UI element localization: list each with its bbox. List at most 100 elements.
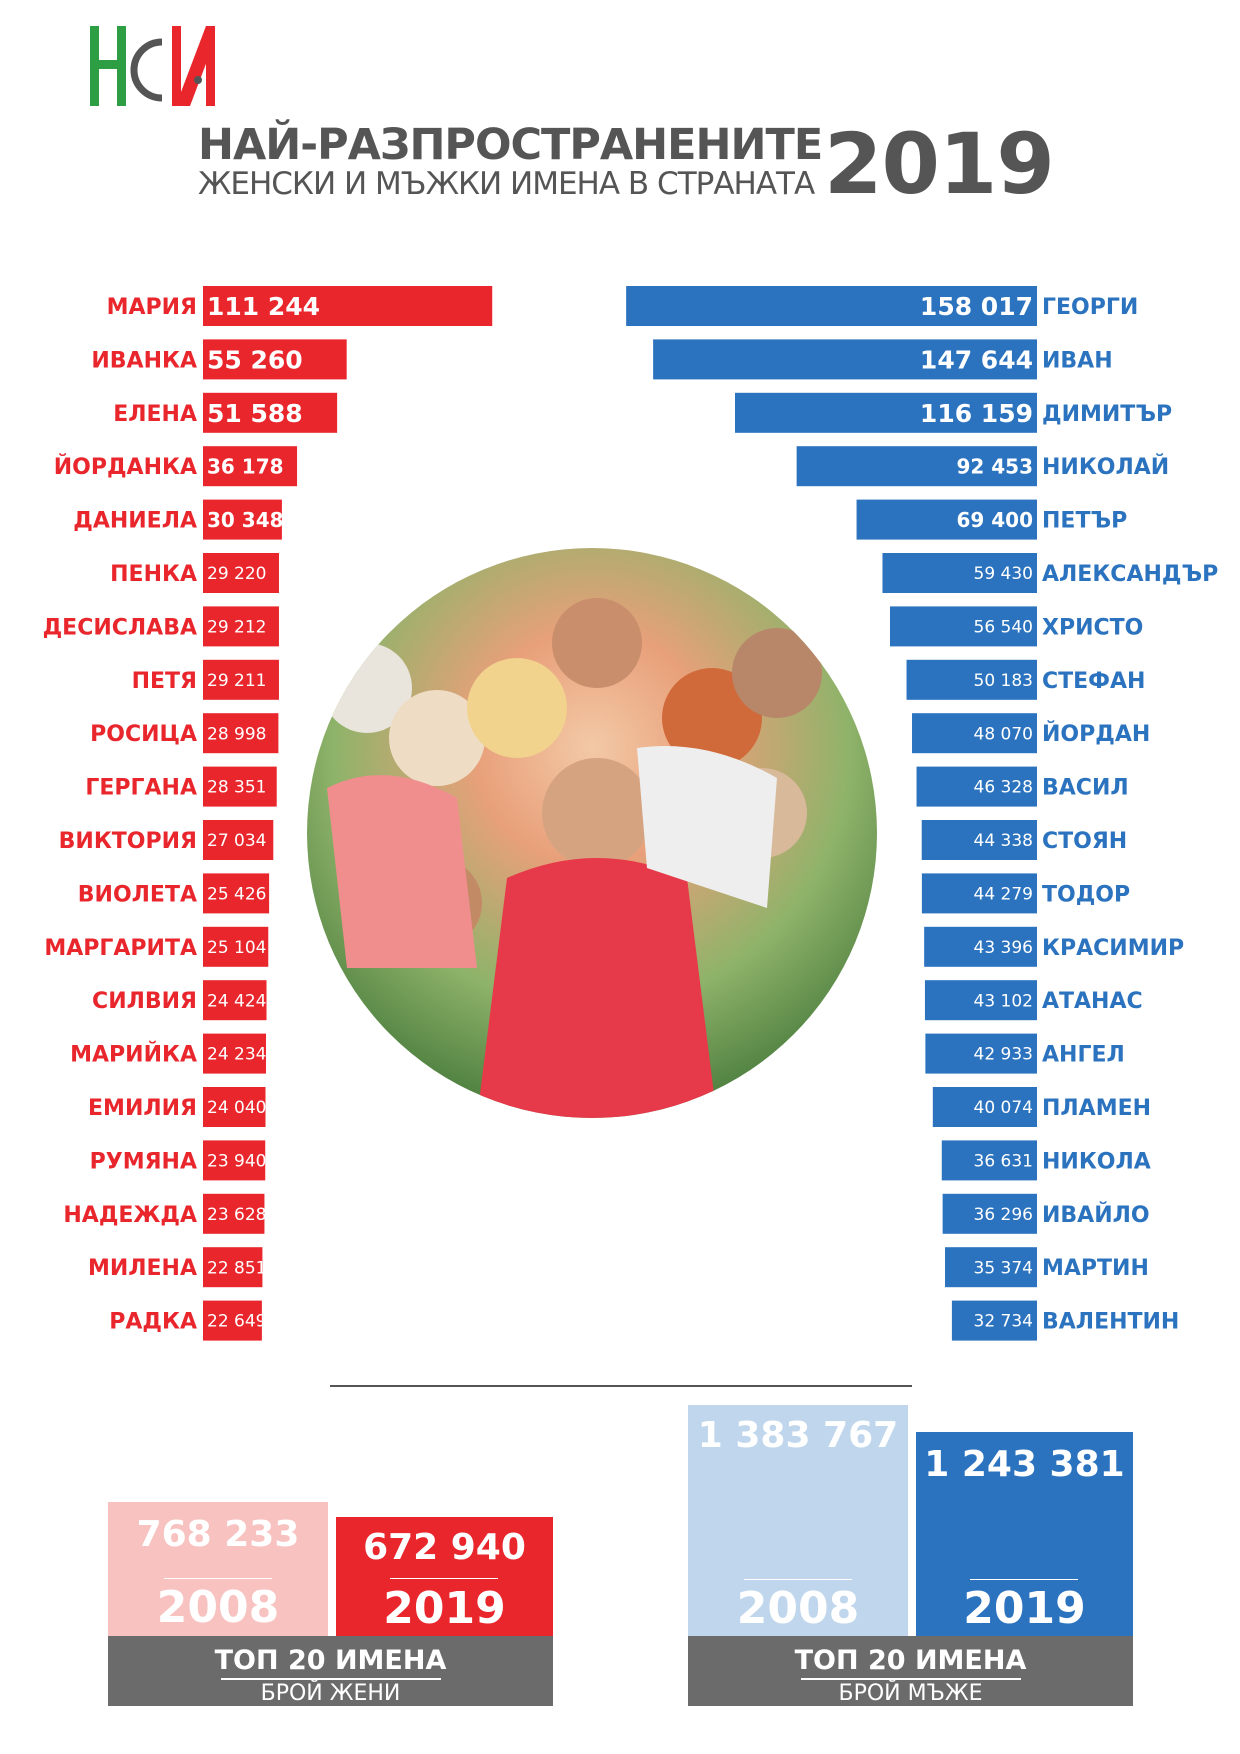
male-total-2008-year: 2008 (736, 1583, 860, 1634)
female-bar (203, 980, 267, 1021)
female-name-label: ЕЛЕНА (113, 402, 197, 427)
female-bar-value: 29 211 (207, 671, 266, 691)
male-name-label: ИВАЙЛО (1042, 1202, 1150, 1228)
male-bar (916, 766, 1037, 807)
male-bar-value: 50 183 (974, 671, 1033, 691)
male-total-2019-year: 2019 (963, 1583, 1086, 1634)
male-bar (796, 446, 1037, 487)
male-total-2008-value: 1 383 767 (697, 1415, 899, 1456)
male-footer-subtitle: БРОЙ МЪЖЕ (838, 1681, 983, 1706)
male-bar-value: 69 400 (956, 508, 1033, 532)
male-footer-title: ТОП 20 ИМЕНА (794, 1645, 1027, 1676)
male-bar-value: 36 631 (974, 1152, 1033, 1172)
male-total-2019-rule (970, 1579, 1078, 1580)
male-bar-value: 32 734 (974, 1312, 1033, 1332)
title-line2: ЖЕНСКИ И МЪЖКИ ИМЕНА В СТРАНАТА (198, 166, 815, 202)
female-name-label: ВИКТОРИЯ (59, 829, 197, 854)
female-bar-value: 25 426 (207, 885, 266, 905)
female-bar-value: 28 998 (207, 724, 266, 744)
male-name-label: СТЕФАН (1042, 669, 1145, 694)
female-bar (203, 926, 269, 967)
male-name-label: ПЕТЪР (1042, 509, 1127, 534)
female-bar-value: 111 244 (207, 292, 320, 321)
female-bar-value: 23 628 (207, 1205, 266, 1225)
male-bar (734, 392, 1037, 433)
female-total-2008-value: 768 233 (136, 1514, 300, 1555)
male-name-label: ХРИСТО (1042, 615, 1143, 640)
female-bar-value: 24 040 (207, 1098, 266, 1118)
female-footer-subtitle: БРОЙ ЖЕНИ (260, 1681, 401, 1706)
female-bar-value: 29 212 (207, 618, 266, 638)
male-name-label: МАРТИН (1042, 1256, 1149, 1281)
female-name-label: МАРИЙКА (70, 1042, 197, 1068)
male-bar-value: 40 074 (974, 1098, 1033, 1118)
male-total-2008: 1 383 767 2008 (688, 1405, 908, 1636)
female-bar (203, 339, 347, 380)
female-name-label: ДЕСИСЛАВА (43, 615, 197, 640)
male-bar-value: 59 430 (974, 564, 1033, 584)
male-name-label: ЙОРДАН (1042, 721, 1150, 747)
female-bar-value: 22 851 (207, 1258, 266, 1278)
female-name-label: РУМЯНА (90, 1149, 197, 1174)
female-bar (203, 1087, 266, 1127)
female-name-label: ВИОЛЕТА (78, 882, 197, 907)
male-name-label: НИКОЛА (1042, 1149, 1151, 1174)
male-footer-rule (800, 1678, 1021, 1680)
male-bar (889, 606, 1037, 647)
male-bar (924, 980, 1037, 1021)
title-line1: НАЙ-РАЗПРОСТРАНЕНИТЕ (198, 120, 823, 170)
male-name-label: АЛЕКСАНДЪР (1042, 562, 1218, 587)
female-bar (203, 1140, 266, 1181)
male-name-label: СТОЯН (1042, 829, 1127, 854)
female-bar-value: 36 178 (207, 454, 284, 478)
male-name-label: НИКОЛАЙ (1042, 454, 1169, 480)
female-bar (203, 659, 279, 700)
male-total-2019: 1 243 381 2019 (916, 1432, 1133, 1636)
female-bar (203, 713, 279, 754)
female-total-2019-value: 672 940 (363, 1527, 526, 1568)
male-name-label: ДИМИТЪР (1042, 402, 1172, 427)
female-bar-value: 29 220 (207, 564, 266, 584)
female-name-label: РОСИЦА (90, 722, 197, 747)
male-bar (925, 1033, 1037, 1074)
family-photo (307, 548, 877, 1118)
female-bar (203, 606, 279, 647)
female-bar-value: 25 104 (207, 938, 266, 958)
male-bar (924, 926, 1037, 967)
male-total-2019-value: 1 243 381 (924, 1444, 1125, 1485)
male-totals-footer: ТОП 20 ИМЕНА БРОЙ МЪЖЕ (688, 1636, 1133, 1706)
female-bar-value: 28 351 (207, 778, 266, 798)
male-bar (942, 1193, 1037, 1234)
male-bar-value: 43 396 (974, 938, 1033, 958)
female-bar (203, 392, 338, 433)
female-total-2019: 672 940 2019 (336, 1517, 553, 1636)
male-bar-value: 42 933 (974, 1045, 1033, 1065)
female-bar (203, 1300, 262, 1341)
female-bar (203, 873, 270, 914)
title-year: 2019 (824, 115, 1055, 213)
female-bar (203, 286, 493, 326)
female-footer-title: ТОП 20 ИМЕНА (214, 1645, 447, 1676)
female-name-label: ИВАНКА (91, 348, 197, 373)
male-bar-value: 92 453 (956, 454, 1033, 478)
female-bar-value: 27 034 (207, 831, 266, 851)
male-bar-value: 35 374 (974, 1258, 1033, 1278)
female-name-label: ПЕНКА (110, 562, 197, 587)
female-name-label: ПЕТЯ (132, 669, 197, 694)
female-total-2008: 768 233 2008 (108, 1502, 328, 1636)
male-bar (945, 1247, 1037, 1288)
male-bar-value: 36 296 (974, 1205, 1033, 1225)
male-bar-value: 43 102 (974, 991, 1033, 1011)
female-bar (203, 766, 277, 807)
male-name-label: АНГЕЛ (1042, 1043, 1125, 1068)
male-total-2008-rule (744, 1579, 852, 1580)
female-name-label: ГЕРГАНА (85, 776, 197, 801)
female-bar-value: 22 649 (207, 1312, 266, 1332)
male-bar (921, 820, 1037, 860)
male-name-label: ВАСИЛ (1042, 776, 1129, 801)
female-bar (203, 1193, 265, 1234)
female-name-label: МИЛЕНА (88, 1256, 197, 1281)
female-name-label: ЕМИЛИЯ (88, 1096, 197, 1121)
female-bar (203, 1033, 267, 1074)
